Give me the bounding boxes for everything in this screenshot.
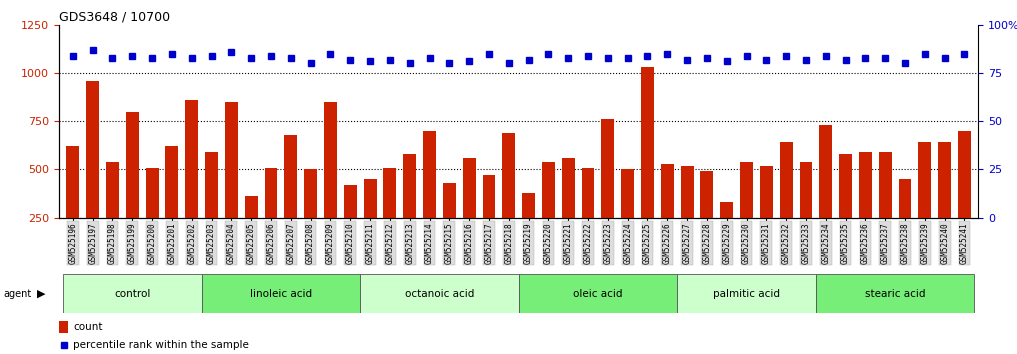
Bar [641, 67, 654, 266]
Bar [106, 162, 119, 266]
Bar [720, 202, 733, 266]
Text: stearic acid: stearic acid [864, 289, 925, 299]
Bar [522, 193, 535, 266]
Bar [364, 179, 376, 266]
Text: linoleic acid: linoleic acid [250, 289, 312, 299]
Text: count: count [73, 322, 103, 332]
Bar [404, 154, 416, 266]
Bar [245, 196, 257, 266]
Text: control: control [114, 289, 151, 299]
Bar [225, 102, 238, 266]
Bar [918, 142, 932, 266]
Bar [264, 167, 278, 266]
Bar [879, 152, 892, 266]
Bar [324, 102, 337, 266]
Bar [126, 112, 138, 266]
Bar [201, 274, 360, 313]
Bar [820, 125, 832, 266]
Bar [601, 119, 614, 266]
Bar [442, 183, 456, 266]
Bar [701, 171, 713, 266]
Text: GDS3648 / 10700: GDS3648 / 10700 [59, 11, 170, 24]
Text: agent: agent [3, 289, 32, 299]
Bar [166, 146, 178, 266]
Bar [680, 166, 694, 266]
Bar [86, 81, 99, 266]
Bar [344, 185, 357, 266]
Bar [145, 167, 159, 266]
Bar [482, 175, 495, 266]
Bar [839, 154, 852, 266]
Bar [661, 164, 673, 266]
Bar [958, 131, 971, 266]
Bar [816, 274, 974, 313]
Text: ▶: ▶ [37, 289, 45, 299]
Bar [899, 179, 911, 266]
Text: palmitic acid: palmitic acid [713, 289, 780, 299]
Text: octanoic acid: octanoic acid [405, 289, 474, 299]
Bar [423, 131, 436, 266]
Text: percentile rank within the sample: percentile rank within the sample [73, 340, 249, 350]
Bar [561, 158, 575, 266]
Bar [780, 142, 792, 266]
Bar [66, 146, 79, 266]
Bar [63, 274, 201, 313]
Bar [502, 133, 516, 266]
Bar [285, 135, 297, 266]
Bar [939, 142, 951, 266]
Bar [799, 162, 813, 266]
Bar [740, 162, 753, 266]
Bar [463, 158, 476, 266]
Bar [383, 167, 397, 266]
Bar [205, 152, 218, 266]
Bar [542, 162, 555, 266]
Bar [360, 274, 519, 313]
Text: oleic acid: oleic acid [574, 289, 622, 299]
Bar [760, 166, 773, 266]
Bar [859, 152, 872, 266]
Bar [59, 321, 68, 333]
Bar [582, 167, 595, 266]
Bar [519, 274, 677, 313]
Bar [185, 100, 198, 266]
Bar [677, 274, 816, 313]
Bar [304, 170, 317, 266]
Bar [621, 170, 634, 266]
